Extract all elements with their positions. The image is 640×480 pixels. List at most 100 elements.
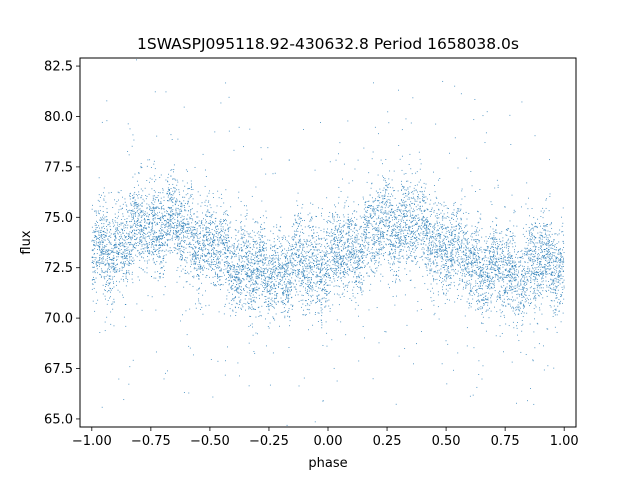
data-point <box>172 209 174 211</box>
data-point <box>207 240 209 242</box>
data-point <box>296 229 297 231</box>
data-point <box>126 232 127 234</box>
data-point <box>185 224 187 226</box>
data-point <box>426 226 428 228</box>
data-point <box>199 260 201 262</box>
data-point <box>506 296 508 298</box>
data-point <box>428 241 430 243</box>
data-point <box>180 232 182 234</box>
data-point <box>436 213 438 214</box>
data-point <box>219 237 221 239</box>
data-point <box>377 234 379 235</box>
data-point <box>480 246 482 248</box>
data-point <box>246 244 248 246</box>
data-point <box>511 268 513 270</box>
data-point <box>249 315 251 317</box>
data-point <box>495 335 497 337</box>
data-point <box>522 311 523 313</box>
data-point <box>260 147 262 149</box>
data-point <box>207 231 209 233</box>
data-point <box>518 276 520 278</box>
data-point <box>406 211 408 213</box>
data-point <box>93 244 94 246</box>
data-point <box>320 304 322 306</box>
data-point <box>200 221 202 223</box>
data-point <box>263 254 265 256</box>
data-point <box>284 271 286 273</box>
data-point <box>557 301 559 303</box>
data-point <box>548 268 550 270</box>
data-point <box>254 235 256 237</box>
data-point <box>222 272 224 274</box>
data-point <box>561 225 563 227</box>
data-point <box>370 257 372 259</box>
data-point <box>200 256 201 258</box>
data-point <box>562 302 563 304</box>
data-point <box>164 286 166 288</box>
data-point <box>94 259 96 261</box>
data-point <box>248 261 249 263</box>
data-point <box>464 275 466 277</box>
data-point <box>377 133 379 135</box>
data-point <box>413 237 415 239</box>
data-point <box>561 261 563 262</box>
data-point <box>563 242 565 244</box>
data-point <box>241 265 243 266</box>
data-point <box>497 247 499 249</box>
data-point <box>160 246 161 248</box>
data-point <box>231 288 233 290</box>
data-point <box>548 286 550 288</box>
data-point <box>475 239 477 241</box>
data-point <box>105 286 107 288</box>
data-point <box>425 183 427 185</box>
data-point <box>103 251 105 252</box>
data-point <box>159 250 161 252</box>
data-point <box>285 299 286 300</box>
data-point <box>520 289 522 290</box>
data-point <box>451 251 453 253</box>
data-point <box>235 238 237 240</box>
data-point <box>393 252 394 254</box>
data-point <box>339 267 341 269</box>
data-point <box>271 249 273 251</box>
data-point <box>159 202 161 204</box>
data-point <box>453 270 455 272</box>
data-point <box>355 267 357 269</box>
data-point <box>535 271 537 272</box>
data-point <box>385 190 386 192</box>
data-point <box>207 222 209 224</box>
data-point <box>478 241 480 243</box>
data-point <box>300 285 302 287</box>
data-point <box>409 186 411 188</box>
data-point <box>249 247 251 249</box>
data-point <box>436 278 438 280</box>
data-point <box>228 247 230 249</box>
data-point <box>547 230 549 232</box>
data-point <box>336 254 338 256</box>
data-point <box>136 211 138 213</box>
data-point <box>333 240 335 242</box>
data-point <box>173 187 175 188</box>
data-point <box>122 242 123 243</box>
data-point <box>98 242 100 244</box>
data-point <box>466 283 468 285</box>
data-point <box>378 205 380 207</box>
data-point <box>106 274 108 276</box>
data-point <box>436 249 438 251</box>
data-point <box>294 244 296 245</box>
data-point <box>92 239 94 241</box>
data-point <box>423 216 425 218</box>
data-point <box>357 204 359 206</box>
data-point <box>289 320 291 322</box>
data-point <box>425 224 427 226</box>
data-point <box>125 256 127 258</box>
data-point <box>141 241 143 243</box>
data-point <box>414 216 415 218</box>
data-point <box>206 260 208 262</box>
data-point <box>554 266 556 268</box>
data-point <box>460 226 462 228</box>
data-point <box>103 289 105 291</box>
data-point <box>366 263 368 265</box>
data-point <box>490 283 492 284</box>
data-point <box>100 234 102 236</box>
